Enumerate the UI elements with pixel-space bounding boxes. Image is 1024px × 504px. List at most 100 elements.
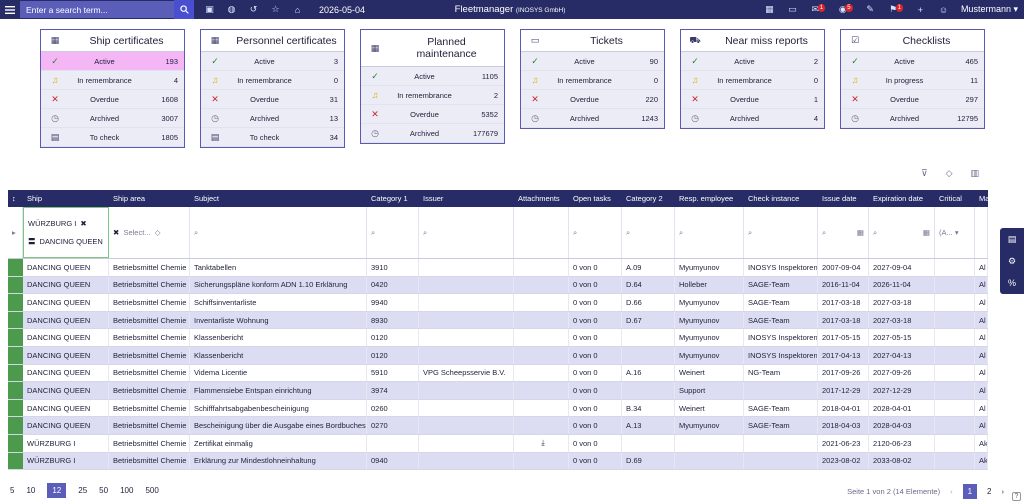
card-row-to-check[interactable]: ▤ To check 1805 (41, 128, 184, 147)
card-row-active[interactable]: ✓ Active 90 (521, 52, 664, 71)
card-row-overdue[interactable]: ✕ Overdue 5352 (361, 105, 504, 124)
col-issue-date[interactable]: Issue date (822, 194, 857, 203)
card-row-overdue[interactable]: ✕ Overdue 1 (681, 90, 824, 109)
col-ma[interactable]: Ma (979, 194, 988, 203)
card-row-to-check[interactable]: ▤ To check 34 (201, 128, 344, 147)
col-subject[interactable]: Subject (194, 194, 220, 203)
ship-filter[interactable]: WÜRZBURG I ✖ 〓 DANCING QUEEN (23, 207, 109, 258)
subject-filter[interactable]: ⌕ (190, 207, 367, 258)
table-row[interactable]: WÜRZBURG I Betriebsmittel Chemie Erklärung… (8, 452, 988, 471)
alert-icon[interactable]: ◉5 (838, 4, 853, 14)
col-ship[interactable]: Ship (27, 194, 43, 203)
history-icon[interactable]: ↺ (249, 4, 258, 14)
col-attachments[interactable]: Attachments (518, 194, 560, 203)
chat-icon[interactable]: ▭ (788, 4, 797, 14)
table-row[interactable]: DANCING QUEEN Betriebsmittel Chemie Invent… (8, 311, 988, 330)
download-icon[interactable]: ⤓ (541, 438, 545, 448)
card-row-archived[interactable]: ◷ Archived 177679 (361, 124, 504, 143)
employee-filter[interactable]: ⌕ (675, 207, 744, 258)
card-row-in-progress[interactable]: ♫ In progress 11 (841, 71, 984, 90)
table-row[interactable]: WÜRZBURG I Betriebsmittel Chemie Zertifika… (8, 434, 988, 453)
user-settings-icon[interactable]: ☺ (938, 4, 949, 15)
card-row-archived[interactable]: ◷ Archived 12795 (841, 109, 984, 128)
prev-page-icon[interactable]: ‹ (950, 487, 953, 496)
page-button[interactable]: 2 (987, 487, 992, 496)
search-input[interactable]: Enter a search term... (20, 1, 174, 18)
card-row-active[interactable]: ✓ Active 1105 (361, 67, 504, 86)
image-icon[interactable]: ▣ (205, 4, 214, 14)
table-row[interactable]: DANCING QUEEN Betriebsmittel Chemie Schiff… (8, 294, 988, 312)
card-row-overdue[interactable]: ✕ Overdue 31 (201, 90, 344, 109)
card-row-archived[interactable]: ◷ Archived 1243 (521, 109, 664, 128)
page-size-option[interactable]: 5 (10, 486, 15, 495)
table-row[interactable]: DANCING QUEEN Betriebsmittel Chemie Tankta… (8, 259, 988, 277)
card-row-active[interactable]: ✓ Active 193 (41, 52, 184, 71)
notification-icon[interactable]: ⚑1 (889, 4, 903, 14)
search-button[interactable] (174, 0, 194, 19)
help-icon[interactable]: ? (1012, 492, 1021, 501)
table-row[interactable]: DANCING QUEEN Betriebsmittel Chemie Videma… (8, 364, 988, 383)
eraser-icon[interactable]: ◇ (945, 168, 953, 178)
card-row-remembrance[interactable]: ♫ In remembrance 0 (201, 71, 344, 90)
table-row[interactable]: DANCING QUEEN Betriebsmittel Chemie Besche… (8, 417, 988, 435)
table-row[interactable]: DANCING QUEEN Betriebsmittel Chemie Sicher… (8, 276, 988, 295)
category-1-filter[interactable]: ⌕ (367, 207, 419, 258)
col-critical[interactable]: Critical (939, 194, 962, 203)
expiration-date-filter[interactable]: ⌕ ▦ (869, 207, 935, 258)
globe-icon[interactable]: ◍ (227, 4, 236, 14)
card-row-remembrance[interactable]: ♫ In remembrance 2 (361, 86, 504, 105)
edit-icon[interactable]: ✎ (866, 4, 874, 14)
sort-icon[interactable]: ↕ (12, 194, 16, 203)
card-row-overdue[interactable]: ✕ Overdue 297 (841, 90, 984, 109)
home-icon[interactable]: ⌂ (294, 4, 301, 15)
page-size-option[interactable]: 50 (99, 486, 109, 495)
category-2-filter[interactable]: ⌕ (622, 207, 675, 258)
settings-icon[interactable]: ⚙ (1007, 255, 1017, 266)
card-row-active[interactable]: ✓ Active 465 (841, 52, 984, 71)
page-size-option[interactable]: 25 (78, 486, 88, 495)
page-size-option-active[interactable]: 12 (47, 483, 67, 498)
document-icon[interactable]: ▤ (1007, 233, 1017, 244)
table-row[interactable]: DANCING QUEEN Betriebsmittel Chemie Schiff… (8, 399, 988, 418)
col-category-1[interactable]: Category 1 (371, 194, 408, 203)
critical-filter[interactable]: (A... ▾ (935, 207, 975, 258)
open-tasks-filter[interactable]: ⌕ (569, 207, 622, 258)
card-row-archived[interactable]: ◷ Archived 13 (201, 109, 344, 128)
table-row[interactable]: DANCING QUEEN Betriebsmittel Chemie Flamme… (8, 382, 988, 400)
star-icon[interactable]: ☆ (271, 4, 280, 14)
user-menu[interactable]: Mustermann ▾ (960, 4, 1018, 14)
card-row-remembrance[interactable]: ♫ In remembrance 0 (681, 71, 824, 90)
card-row-overdue[interactable]: ✕ Overdue 1608 (41, 90, 184, 109)
column-chooser-icon[interactable]: ▥ (970, 168, 979, 178)
col-check-instance[interactable]: Check instance (748, 194, 800, 203)
issuer-filter[interactable]: ⌕ (419, 207, 514, 258)
check-instance-filter[interactable]: ⌕ (744, 207, 818, 258)
issue-date-filter[interactable]: ⌕ ▦ (818, 207, 869, 258)
col-ship-area[interactable]: Ship area (113, 194, 146, 203)
card-row-overdue[interactable]: ✕ Overdue 220 (521, 90, 664, 109)
expand-icon[interactable]: ▸ (8, 207, 23, 258)
ship-area-filter[interactable]: ✖ Select... ◇ (109, 207, 190, 258)
plus-icon[interactable]: + (917, 4, 924, 15)
table-row[interactable]: DANCING QUEEN Betriebsmittel Chemie Klasse… (8, 346, 988, 365)
col-issuer[interactable]: Issuer (423, 194, 444, 203)
page-size-option[interactable]: 10 (26, 486, 36, 495)
remove-chip-icon[interactable]: ✖ (80, 218, 87, 228)
card-row-active[interactable]: ✓ Active 3 (201, 52, 344, 71)
table-row[interactable]: DANCING QUEEN Betriebsmittel Chemie Klasse… (8, 329, 988, 347)
col-expiration-date[interactable]: Expiration date (873, 194, 924, 203)
qr-icon[interactable]: ▦ (765, 4, 774, 14)
percent-icon[interactable]: % (1007, 278, 1016, 289)
page-size-option[interactable]: 500 (145, 486, 159, 495)
col-open-tasks[interactable]: Open tasks (573, 194, 611, 203)
mail-icon[interactable]: ✉1 (811, 4, 826, 14)
page-size-option[interactable]: 100 (120, 486, 134, 495)
card-row-remembrance[interactable]: ♫ In remembrance 0 (521, 71, 664, 90)
page-button-active[interactable]: 1 (962, 484, 978, 499)
card-row-archived[interactable]: ◷ Archived 3007 (41, 109, 184, 128)
menu-icon[interactable] (0, 0, 20, 19)
card-row-archived[interactable]: ◷ Archived 4 (681, 109, 824, 128)
card-row-remembrance[interactable]: ♫ In remembrance 4 (41, 71, 184, 90)
col-resp-employee[interactable]: Resp. employee (679, 194, 734, 203)
card-row-active[interactable]: ✓ Active 2 (681, 52, 824, 71)
